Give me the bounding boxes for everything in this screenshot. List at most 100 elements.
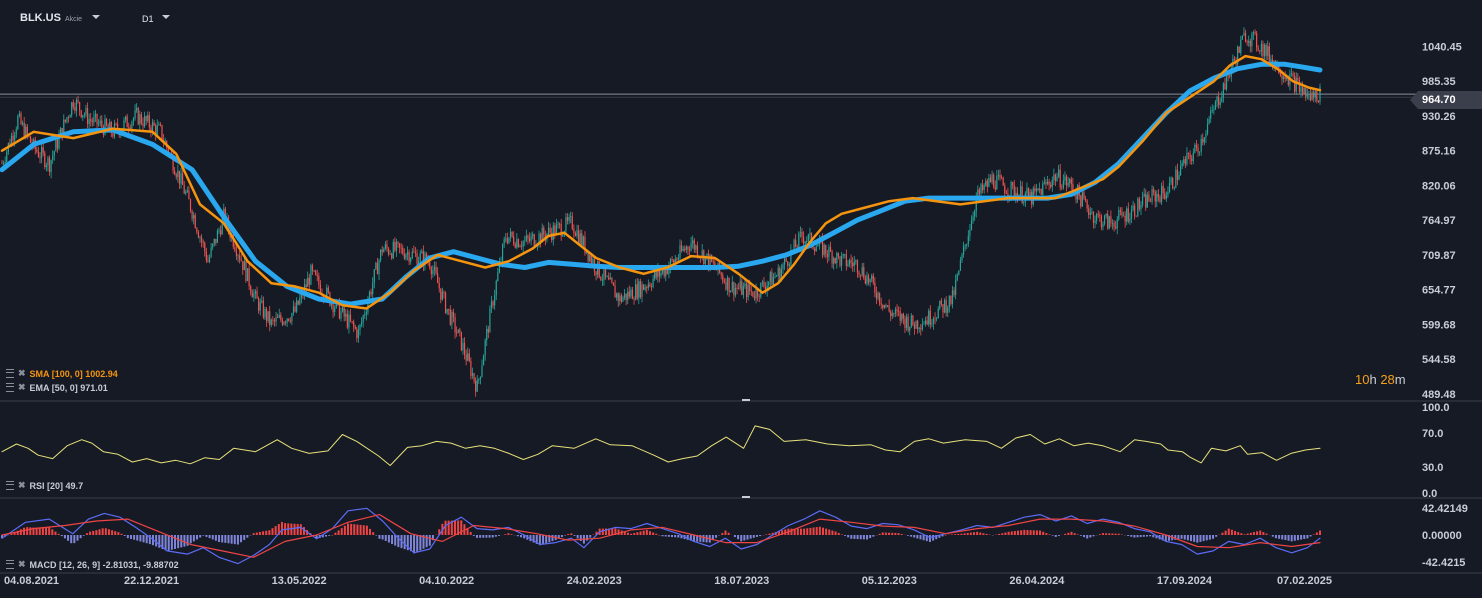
candle-body [855,260,857,262]
candle-body [774,276,776,278]
candle-body [644,287,646,290]
candle-body [354,326,356,329]
macd-histogram-bar [350,523,353,535]
macd-histogram-bar [107,529,110,535]
candle-body [508,237,510,243]
candle-body [910,315,912,327]
candle-body [806,241,808,242]
candle-body [60,128,62,136]
macd-histogram-bar [356,524,359,535]
candle-body [997,174,1000,177]
settings-icon[interactable] [6,383,14,392]
candle-body [915,320,917,329]
macd-histogram-bar [633,532,636,535]
macd-histogram-bar [740,535,743,542]
macd-histogram-bar [422,535,425,549]
timeframe-selector[interactable]: D1 [142,14,170,24]
candle-body [885,304,887,307]
candle-body [1214,101,1217,110]
candle-body [316,274,318,277]
candle-body [373,269,375,284]
candle-body [955,280,957,295]
candle-body [240,259,242,262]
candle-body [924,320,927,324]
close-icon[interactable]: ✖ [18,382,26,392]
timeframe-label: D1 [142,14,154,24]
candle-body [96,113,98,125]
candle-body [923,323,925,325]
macd-histogram-bar [343,525,346,535]
symbol-selector[interactable]: BLK.US Akcie [20,12,101,24]
candle-body [1050,184,1052,187]
macd-histogram-bar [236,535,239,545]
candle-body [501,244,504,262]
candle-body [527,235,529,239]
candle-body [690,243,692,251]
candle-body [638,281,640,299]
settings-icon[interactable] [6,369,14,378]
settings-icon[interactable] [6,481,14,490]
candle-body [462,342,464,351]
candle-body [989,177,992,183]
candle-body [1305,88,1307,97]
candle-body [1029,192,1031,196]
macd-histogram-bar [834,531,837,535]
candle-body [907,316,909,331]
candle-body [682,248,684,251]
candle-body [1056,176,1058,182]
candle-body [280,314,282,320]
macd-histogram-bar [13,532,16,535]
candle-body [646,287,648,289]
candle-body [616,293,618,298]
candle-body [419,253,421,262]
candle-body [482,355,485,366]
candle-body [1023,201,1025,203]
candle-body [1105,214,1107,216]
candle-body [262,300,264,318]
macd-histogram-bar [89,531,92,535]
macd-histogram-bar [498,535,501,536]
candle-body [1164,192,1166,199]
candle-body [74,107,76,111]
candle-body [161,124,163,141]
candle-body [780,269,782,280]
candle-body [540,233,542,243]
macd-histogram-bar [186,535,189,546]
candle-body [86,108,89,125]
close-icon[interactable]: ✖ [18,480,26,490]
macd-histogram-bar [655,533,658,535]
candle-body [109,122,111,129]
macd-histogram-bar [353,524,356,535]
candle-body [585,251,588,253]
candle-body [177,170,179,177]
candle-body [723,280,725,283]
candle-body [1061,187,1063,189]
candle-body [72,102,74,108]
candle-body [1240,39,1242,53]
candle-body [622,297,624,302]
candle-body [498,262,501,273]
candle-body [1203,137,1205,143]
candle-body [478,379,480,381]
candle-body [378,260,380,275]
candle-body [761,281,763,283]
candle-body [1168,182,1171,193]
macd-histogram-bar [548,535,551,543]
candle-body [66,117,68,122]
candle-body [875,292,878,299]
macd-histogram-bar [856,535,859,540]
candle-body [356,328,358,339]
macd-histogram-bar [564,535,567,536]
macd-histogram-bar [120,533,123,535]
close-icon[interactable]: ✖ [18,559,26,569]
candle-body [82,115,84,118]
macd-histogram-bar [538,535,541,546]
macd-histogram-bar [935,535,938,540]
close-icon[interactable]: ✖ [18,368,26,378]
candle-body [991,174,993,183]
candle-body [346,313,348,328]
settings-icon[interactable] [6,560,14,569]
macd-histogram-bar [1300,535,1303,540]
candle-body [902,313,904,319]
